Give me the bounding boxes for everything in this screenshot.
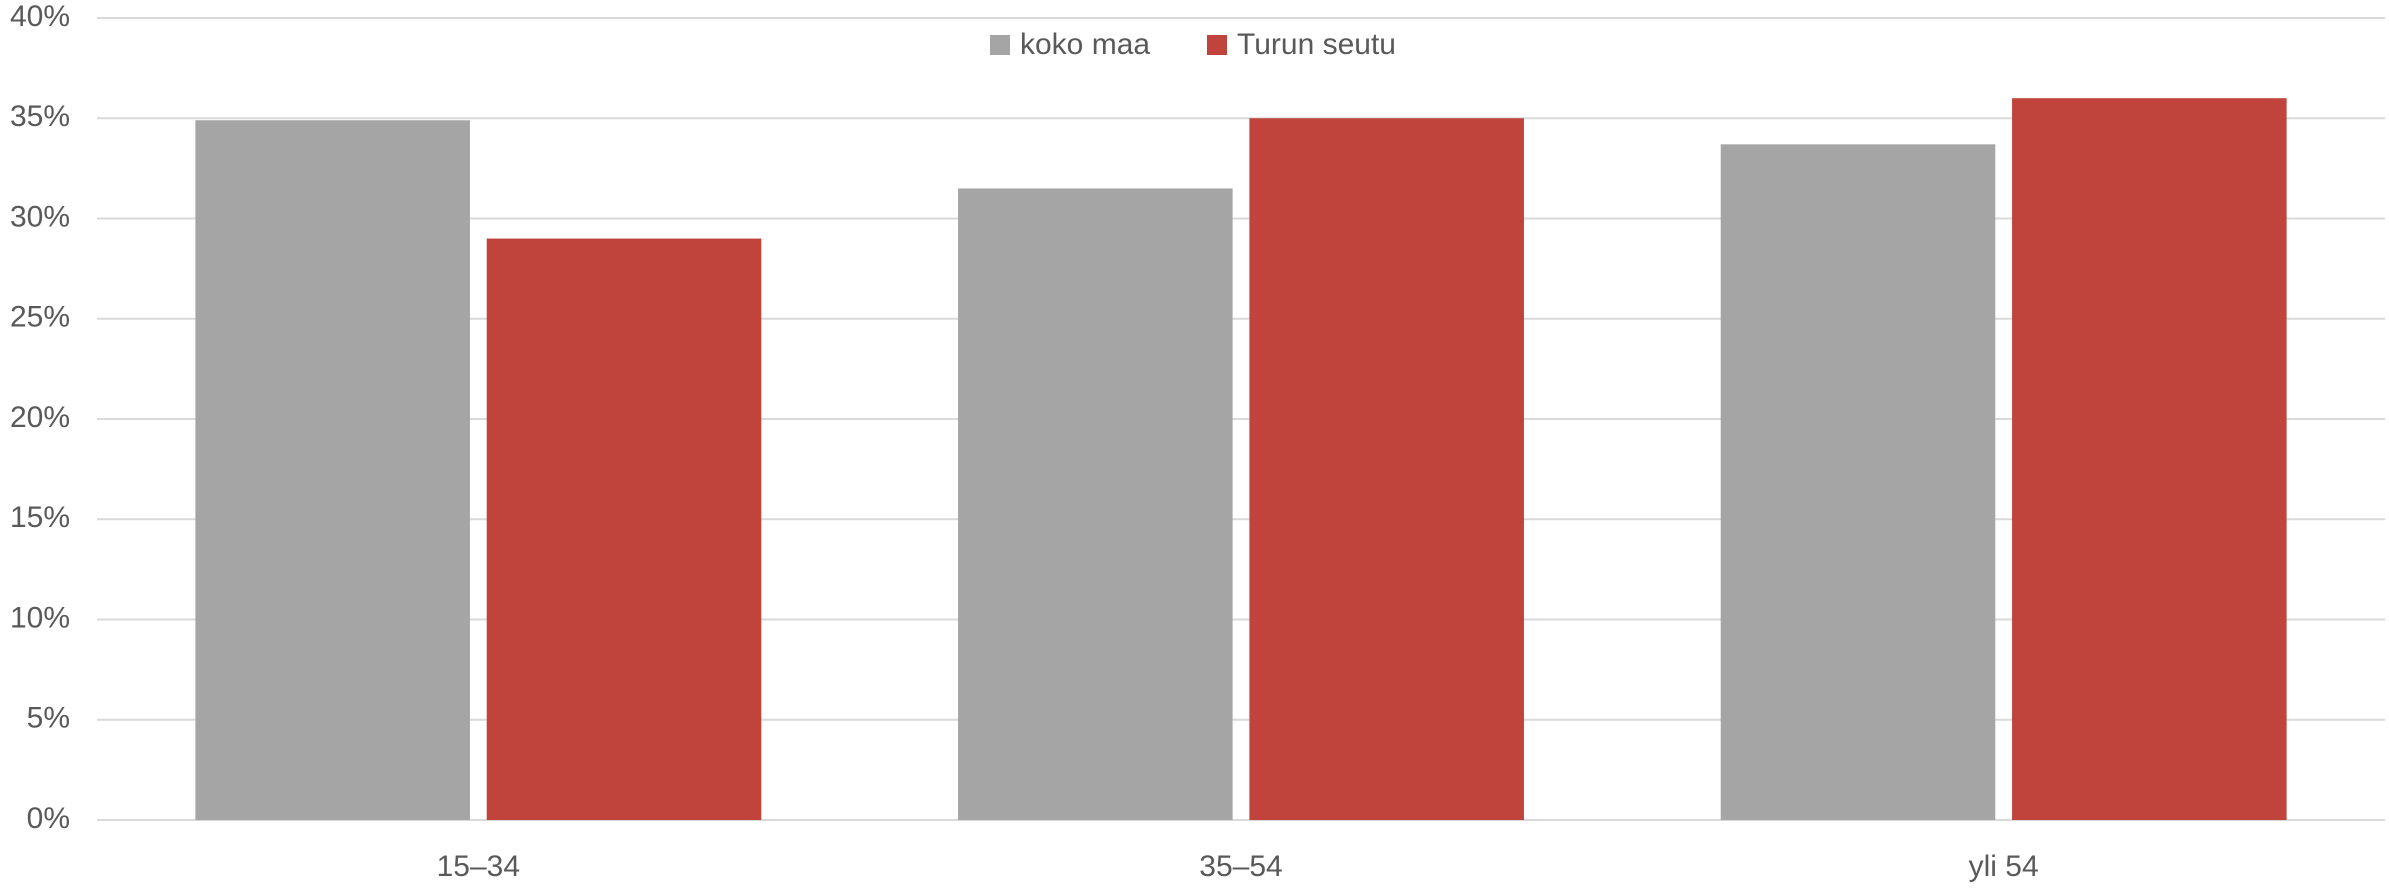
legend-label: Turun seutu <box>1237 28 1396 61</box>
legend-swatch <box>990 35 1010 55</box>
y-tick-label: 20% <box>10 401 70 434</box>
x-tick-label: 35–54 <box>1199 850 1282 883</box>
legend-label: koko maa <box>1020 28 1150 61</box>
y-tick-label: 40% <box>10 0 70 33</box>
legend-swatch <box>1207 35 1227 55</box>
bar <box>2012 98 2287 820</box>
bar <box>195 120 470 820</box>
y-tick-label: 5% <box>27 702 70 735</box>
y-tick-label: 15% <box>10 501 70 534</box>
bar <box>958 188 1233 821</box>
y-tick-label: 10% <box>10 601 70 634</box>
x-tick-label: yli 54 <box>1969 850 2039 883</box>
y-tick-label: 25% <box>10 301 70 334</box>
bar <box>1720 144 1996 820</box>
bar <box>1249 118 1524 820</box>
x-tick-label: 15–34 <box>437 850 520 883</box>
y-tick-label: 30% <box>10 200 70 233</box>
bar <box>486 238 762 821</box>
y-tick-label: 0% <box>27 802 70 835</box>
y-tick-label: 35% <box>10 100 70 133</box>
